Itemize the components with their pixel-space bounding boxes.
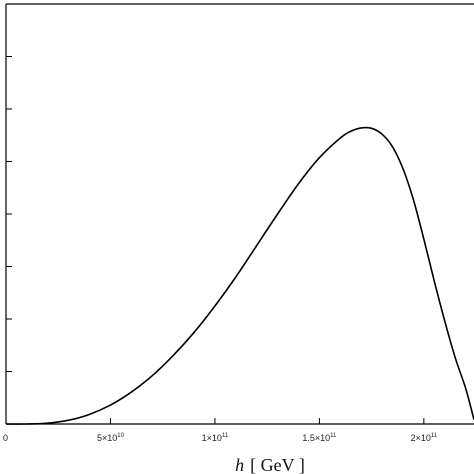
- x-axis-variable: h: [235, 455, 244, 474]
- x-tick-label: 1.5×1011: [302, 433, 337, 443]
- x-tick-label: 5×1010: [97, 433, 125, 443]
- y-ticks: [6, 56, 12, 372]
- x-tick-label: 2×1011: [411, 433, 438, 443]
- x-ticks: 0 5×1010 1×1011 1.5×1011 2×1011: [3, 418, 438, 443]
- x-tick-label: 1×1011: [202, 433, 229, 443]
- x-axis-label: h [ GeV ]: [235, 455, 305, 474]
- series-line: [5, 126, 474, 425]
- plot-frame: [5, 3, 474, 425]
- x-axis-title: h [ GeV ]: [235, 455, 305, 474]
- series-layer: [5, 126, 474, 425]
- x-tick-label: 0: [3, 433, 8, 443]
- x-axis-unit: [ GeV ]: [250, 455, 305, 474]
